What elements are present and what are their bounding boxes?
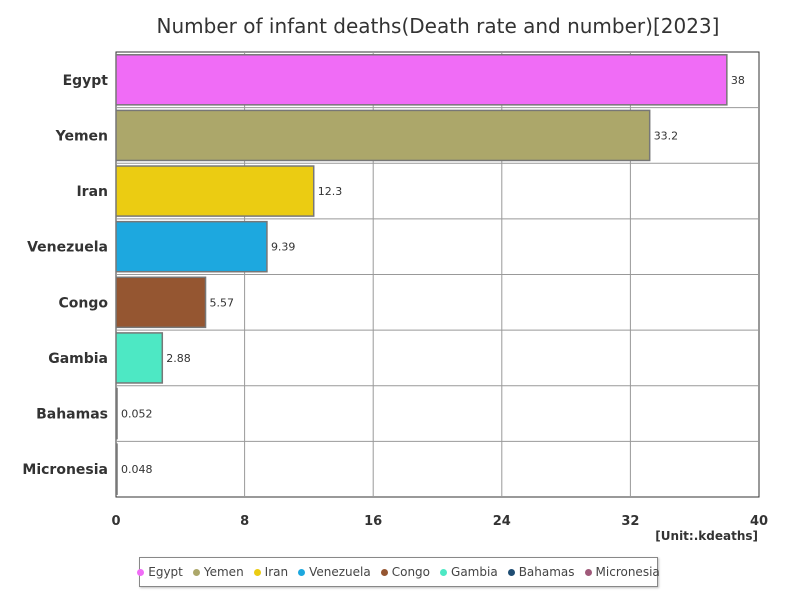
legend-label: Congo	[391, 565, 431, 579]
legend-label: Yemen	[203, 565, 244, 579]
legend-marker	[507, 568, 515, 576]
category-label: Iran	[76, 184, 108, 200]
legend-label: Bahamas	[518, 565, 575, 579]
legend-marker	[253, 568, 261, 576]
category-labels: Egypt Yemen Iran Venezuela Congo Gambia Bahama…	[22, 73, 108, 478]
data-label: 2.88	[166, 352, 191, 365]
legend-item: Egypt	[137, 565, 183, 579]
legend-item: Venezuela	[298, 565, 371, 579]
x-tick-label: 24	[493, 514, 511, 529]
unit-label: [Unit:.kdeaths]	[655, 529, 758, 543]
legend-item: Yemen	[192, 565, 244, 579]
legend-item: Gambia	[440, 565, 498, 579]
legend: Egypt Yemen Iran Venezuela Congo Gambia Bahama…	[137, 557, 660, 587]
chart-title: Number of infant deaths(Death rate and n…	[156, 14, 720, 38]
category-label: Bahamas	[36, 407, 108, 423]
bar-gambia	[115, 332, 164, 384]
bar-congo	[115, 276, 207, 329]
x-tick-labels: 0 8 16 24 32 40	[111, 514, 768, 529]
bar-iran	[115, 165, 315, 217]
bar-bahamas	[115, 387, 118, 440]
legend-item: Iran	[253, 565, 289, 579]
legend-label: Gambia	[451, 565, 498, 579]
data-label: 0.048	[121, 463, 153, 476]
category-label: Gambia	[48, 351, 108, 367]
data-label: 5.57	[210, 296, 235, 309]
bar-yemen	[115, 109, 651, 162]
category-label: Yemen	[55, 128, 108, 144]
x-tick-label: 16	[364, 514, 382, 529]
category-label: Congo	[59, 295, 109, 311]
legend-marker	[137, 568, 145, 576]
legend-marker	[440, 568, 448, 576]
category-label: Venezuela	[27, 240, 108, 256]
data-label: 0.052	[121, 408, 153, 421]
bar-micronesia	[115, 443, 118, 495]
legend-label: Micronesia	[595, 565, 660, 579]
data-label: 38	[731, 74, 745, 87]
data-label: 33.2	[654, 129, 679, 142]
x-tick-label: 0	[111, 514, 120, 529]
legend-label: Egypt	[148, 565, 183, 579]
legend-item: Congo	[380, 565, 431, 579]
legend-marker	[298, 568, 306, 576]
bars-group: 38 33.2 12.3 9.39 5.57 2.88 0.052 0.048	[115, 54, 745, 495]
x-tick-label: 8	[240, 514, 249, 529]
x-tick-label: 40	[750, 514, 768, 529]
data-label: 12.3	[318, 185, 343, 198]
bar-venezuela	[115, 220, 268, 273]
legend-marker	[192, 568, 200, 576]
category-label: Egypt	[63, 73, 109, 89]
x-tick-label: 32	[621, 514, 639, 529]
legend-item: Micronesia	[584, 565, 660, 579]
legend-marker	[584, 568, 592, 576]
legend-label: Venezuela	[309, 565, 371, 579]
legend-label: Iran	[264, 565, 289, 579]
legend-item: Bahamas	[507, 565, 575, 579]
data-label: 9.39	[271, 241, 296, 254]
category-label: Micronesia	[22, 462, 108, 478]
legend-marker	[380, 568, 388, 576]
bar-egypt	[115, 54, 728, 106]
